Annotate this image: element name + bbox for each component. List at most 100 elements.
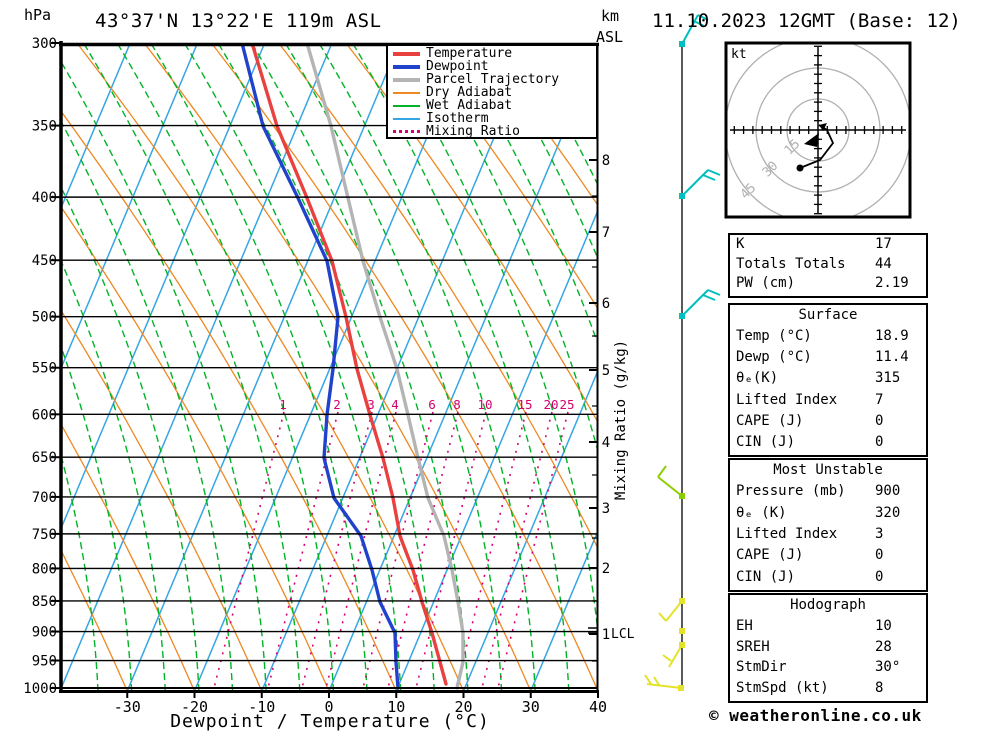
wind-barb-line: [681, 14, 699, 45]
table-row-value: 11.4: [875, 349, 909, 366]
wind-barb: [679, 628, 685, 634]
dry-adiabat-line: [145, 44, 532, 691]
wind-barb-dot: [679, 193, 685, 199]
km-tick-label: 4: [602, 435, 610, 451]
table-row: StmDir 30°: [730, 657, 926, 678]
wind-barb-line: [668, 644, 683, 668]
wind-barb: [662, 642, 685, 668]
mixing-ratio-value-label: 15: [517, 397, 532, 412]
wind-barb-dot: [679, 628, 685, 634]
table-row: K 17: [730, 235, 926, 255]
table-row-label: θₑ(K): [736, 370, 779, 387]
legend-label: Mixing Ratio: [426, 124, 520, 139]
table-row: PW (cm) 2.19: [730, 274, 926, 294]
legend-item: Temperature: [388, 47, 596, 60]
dry-adiabat-line: [62, 310, 263, 691]
table-row: Temp (°C) 18.9: [730, 326, 926, 347]
mixing-ratio-line: [497, 411, 569, 689]
legend-item: Dewpoint: [388, 60, 596, 73]
mixing-ratio-line: [415, 411, 487, 689]
temp-tick-label: 30: [522, 698, 540, 716]
wind-barb: [679, 169, 721, 199]
wet-adiabat-line: [319, 44, 536, 691]
temp-tick-label: -10: [248, 698, 275, 716]
isotherm-line: [126, 43, 400, 691]
wind-barb: [679, 289, 721, 319]
table-row-label: CIN (J): [736, 568, 796, 585]
pressure-tick-label: 350: [32, 119, 57, 135]
wind-barb-line: [707, 289, 721, 296]
mixing-ratio-value-label: 20: [543, 397, 558, 412]
table-row-value: 0: [875, 433, 884, 450]
wind-barb-line: [702, 174, 716, 181]
wind-barb-line: [653, 676, 660, 686]
table-row-value: 28: [875, 638, 892, 655]
temp-tick-label: 0: [324, 698, 333, 716]
table-row-label: Temp (°C): [736, 328, 812, 345]
wind-barb-line: [681, 289, 709, 317]
table-row-label: Lifted Index: [736, 391, 838, 408]
wet-adiabat-line: [117, 44, 335, 691]
isotherm-line: [62, 43, 199, 368]
table-row: Lifted Index 7: [730, 390, 926, 411]
wet-adiabat-line: [62, 261, 166, 691]
table-row-label: Dewp (°C): [736, 349, 812, 366]
wind-barb-line: [681, 169, 709, 197]
mixing-ratio-value-label: 1: [279, 397, 287, 412]
temp-tick-label: -20: [181, 698, 208, 716]
table-row: Lifted Index 3: [730, 524, 926, 545]
legend-swatch-thin: [393, 91, 420, 94]
wind-barb-line: [657, 476, 683, 497]
wet-adiabat-line: [62, 62, 267, 691]
mixing-ratio-line: [455, 411, 527, 689]
legend-swatch-thin: [393, 117, 420, 120]
table-row-value: 900: [875, 483, 901, 500]
wind-barb: [679, 14, 709, 47]
table-row-label: StmSpd (kt): [736, 680, 829, 697]
pressure-tick-label: 550: [32, 361, 57, 377]
table-row-value: 10: [875, 617, 892, 634]
temp-tick-label: 10: [387, 698, 405, 716]
table-row-value: 30°: [875, 659, 901, 676]
isotherm-line: [462, 368, 598, 691]
table-title: Surface: [798, 307, 858, 323]
pressure-tick-label: 900: [32, 625, 57, 641]
pressure-tick-label: 400: [32, 190, 57, 206]
pressure-tick-label: 750: [32, 527, 57, 543]
table-row-label: K: [736, 236, 745, 252]
pressure-tick-label: 800: [32, 561, 57, 577]
isotherm-line: [62, 43, 266, 528]
table-row-value: 320: [875, 504, 901, 521]
hodograph-trace-arrowhead: [819, 123, 827, 131]
km-tick-label: 2: [602, 561, 610, 577]
indices-table-k-totals-pw: K 17 Totals Totals 44 PW (cm) 2.19: [728, 233, 928, 298]
wind-barb-dot: [679, 642, 685, 648]
wet-adiabat-line: [420, 44, 598, 455]
wet-adiabat-line: [84, 44, 301, 691]
isotherm-line: [193, 43, 468, 691]
table-row: CIN (J) 0: [730, 432, 926, 453]
plot-interior: [62, 43, 598, 691]
run-datetime: 11.10.2023 12GMT (Base: 12): [652, 10, 961, 32]
table-title: Hodograph: [790, 597, 866, 613]
legend-label: Wet Adiabat: [426, 98, 513, 113]
wind-barb-dot: [679, 493, 685, 499]
table-row-value: 2.19: [875, 275, 909, 292]
table-row: θₑ(K) 315: [730, 368, 926, 389]
wind-barb-line: [665, 600, 683, 622]
table-row-label: θₑ (K): [736, 504, 787, 521]
mixing-ratio-value-label: 3: [367, 397, 375, 412]
table-row-value: 18.9: [875, 328, 909, 345]
legend-swatch-thin: [393, 104, 420, 107]
parcel-trajectory-curve: [305, 43, 465, 690]
pressure-tick-label: 950: [32, 654, 57, 670]
table-row-value: 44: [875, 255, 892, 272]
wind-barb: [644, 674, 684, 691]
table-row-label: SREH: [736, 638, 770, 655]
table-row: CIN (J) 0: [730, 567, 926, 588]
legend-item: Parcel Trajectory: [388, 73, 596, 86]
indices-table-surface: Surface Temp (°C) 18.9 Dewp (°C) 11.4 θₑ(K) 31…: [728, 303, 928, 457]
mixing-ratio-value-label: 4: [391, 397, 399, 412]
dry-adiabat-line: [62, 111, 397, 691]
